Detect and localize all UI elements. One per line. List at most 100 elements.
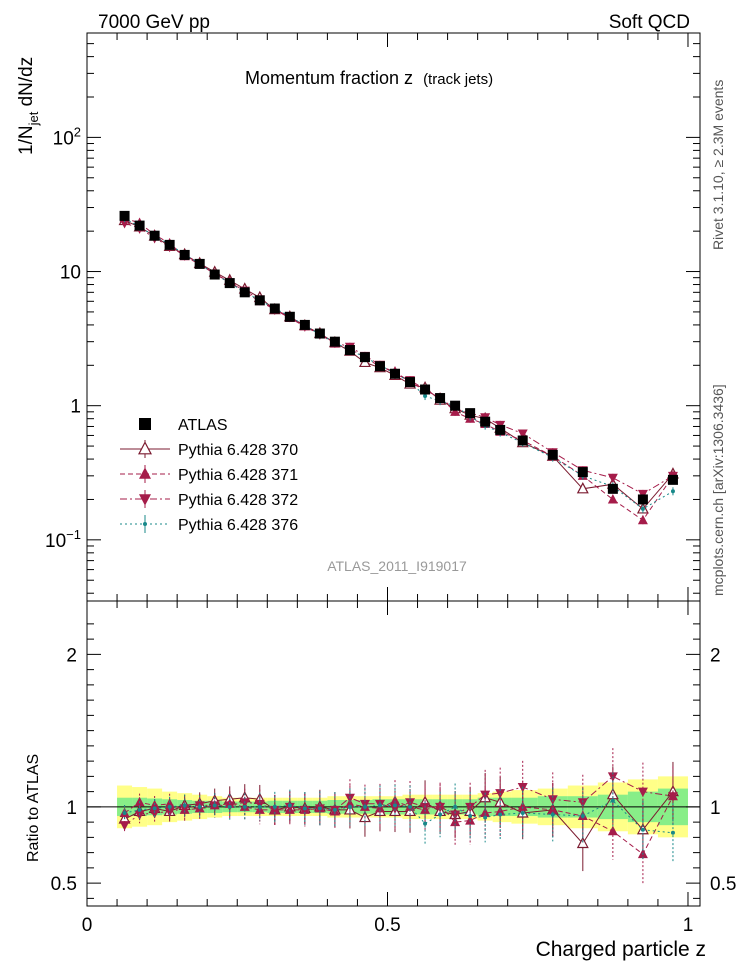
atlas-data-point <box>374 361 385 372</box>
header-left-label: 7000 GeV pp <box>98 12 210 33</box>
ratio-data-point <box>242 804 247 809</box>
x-axis-label: Charged particle z <box>536 938 706 961</box>
x-tick-label: 0.5 <box>374 915 400 936</box>
ratio-frame <box>86 600 701 907</box>
ratio-data-point <box>520 810 525 815</box>
atlas-data-point <box>164 239 175 250</box>
atlas-data-point <box>179 249 190 260</box>
series-line <box>124 222 674 495</box>
data-point <box>640 506 645 511</box>
ratio-data-point <box>257 804 262 809</box>
ratio-data-point <box>480 790 491 801</box>
data-point <box>607 473 618 484</box>
y-tick-label: 102 <box>53 124 81 149</box>
ratio-data-point <box>465 802 476 813</box>
y-tick-label: 10−1 <box>45 527 81 552</box>
ratio-data-point <box>576 836 589 849</box>
data-point <box>637 514 648 525</box>
legend: ATLAS Pythia 6.428 370 Pythia 6.428 371 Pyt… <box>120 417 298 534</box>
ratio-data-point <box>468 814 473 819</box>
main-y-axis-label: 1/Njet dN/dz <box>16 57 41 155</box>
ratio-data-point <box>435 802 446 813</box>
atlas-data-point <box>299 319 310 330</box>
atlas-data-point <box>607 483 618 494</box>
data-point <box>517 429 528 440</box>
ratio-data-point <box>670 830 675 835</box>
ratio-data-point <box>179 804 190 814</box>
atlas-data-point <box>119 210 130 221</box>
y-label-tail: dN/dz <box>16 57 37 112</box>
atlas-data-point <box>495 424 506 435</box>
ratio-y-axis-label: Ratio to ATLAS <box>25 754 42 862</box>
ratio-data-point <box>137 807 142 812</box>
x-tick-label: 1 <box>683 915 694 936</box>
ratio-data-point <box>640 827 645 832</box>
legend-marker <box>139 467 151 479</box>
legend-label: Pythia 6.428 372 <box>178 492 298 509</box>
data-point <box>119 219 130 229</box>
header-right-label: Soft QCD <box>609 12 690 33</box>
ratio-data-point <box>164 807 175 817</box>
atlas-data-point <box>194 258 205 269</box>
atlas-data-point <box>390 368 401 379</box>
y-tick-label-base: 10 <box>53 128 74 149</box>
ratio-data-point <box>149 808 160 819</box>
atlas-data-point <box>329 336 340 347</box>
ratio-data-point <box>637 787 648 798</box>
chart-subtitle: (track jets) <box>423 71 493 88</box>
atlas-data-point <box>667 474 678 485</box>
data-point <box>670 489 675 494</box>
chart-title: Momentum fraction z (track jets) <box>245 68 493 88</box>
ratio-data-point <box>134 810 145 820</box>
atlas-data-point <box>480 416 491 427</box>
ratio-data-point <box>498 812 503 817</box>
y-tick-label-base: 10 <box>45 531 66 552</box>
ratio-data-point <box>393 803 398 808</box>
ratio-data-point <box>450 810 461 820</box>
ratio-data-point <box>667 792 678 802</box>
ratio-y-tick-label: 1 <box>66 798 77 819</box>
data-point <box>607 493 618 504</box>
atlas-data-point <box>239 287 250 298</box>
ratio-y-tick-label: 2 <box>66 645 77 666</box>
ratio-data-point <box>197 804 202 809</box>
atlas-data-point <box>547 449 558 460</box>
ratio-data-point <box>453 804 458 809</box>
ratio-data-point <box>550 812 555 817</box>
ratio-data-point <box>269 805 280 816</box>
y-label-main: 1/N <box>16 125 37 155</box>
rivet-version-label: Rivet 3.1.10, ≥ 2.3M events <box>710 80 726 250</box>
series-line <box>124 217 674 510</box>
atlas-data-point <box>209 269 220 280</box>
ratio-series-line <box>124 800 674 834</box>
atlas-data-point <box>465 408 476 419</box>
legend-label: ATLAS <box>178 417 228 434</box>
ratio-data-point <box>332 807 337 812</box>
x-tick-label: 0 <box>82 915 93 936</box>
y-tick-label-base: 1 <box>70 397 81 418</box>
ratio-data-point <box>212 803 217 808</box>
ratio-data-point <box>483 815 488 820</box>
ratio-data-point <box>610 798 615 803</box>
analysis-watermark: ATLAS_2011_I919017 <box>327 558 467 574</box>
ratio-data-point <box>423 821 428 826</box>
ratio-data-point <box>347 804 352 809</box>
ratio-data-point <box>480 807 491 817</box>
atlas-data-point <box>254 295 265 306</box>
ratio-data-point <box>302 806 307 811</box>
ratio-data-point <box>182 803 187 808</box>
chart-title-main: Momentum fraction z <box>245 68 413 88</box>
legend-label: Pythia 6.428 371 <box>178 467 298 484</box>
legend-marker <box>143 522 147 526</box>
atlas-data-point <box>359 352 370 363</box>
ratio-panel: 0 0.5 10.5 0.51 12 2 <box>51 600 736 936</box>
y-tick-label-exp: 2 <box>74 124 81 139</box>
ratio-data-point <box>287 803 292 808</box>
ratio-data-point <box>299 805 310 816</box>
ratio-y-tick-label: 0.5 <box>51 874 77 895</box>
ratio-data-point <box>227 804 232 809</box>
main-frame <box>86 32 701 602</box>
mcplots-label: mcplots.cern.ch [arXiv:1306.3436] <box>710 384 726 596</box>
